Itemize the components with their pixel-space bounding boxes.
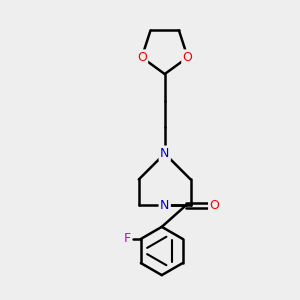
Text: O: O xyxy=(209,199,219,212)
Text: F: F xyxy=(124,232,130,245)
Text: O: O xyxy=(183,51,193,64)
Text: N: N xyxy=(160,147,169,160)
Text: N: N xyxy=(160,199,169,212)
Text: O: O xyxy=(137,51,147,64)
